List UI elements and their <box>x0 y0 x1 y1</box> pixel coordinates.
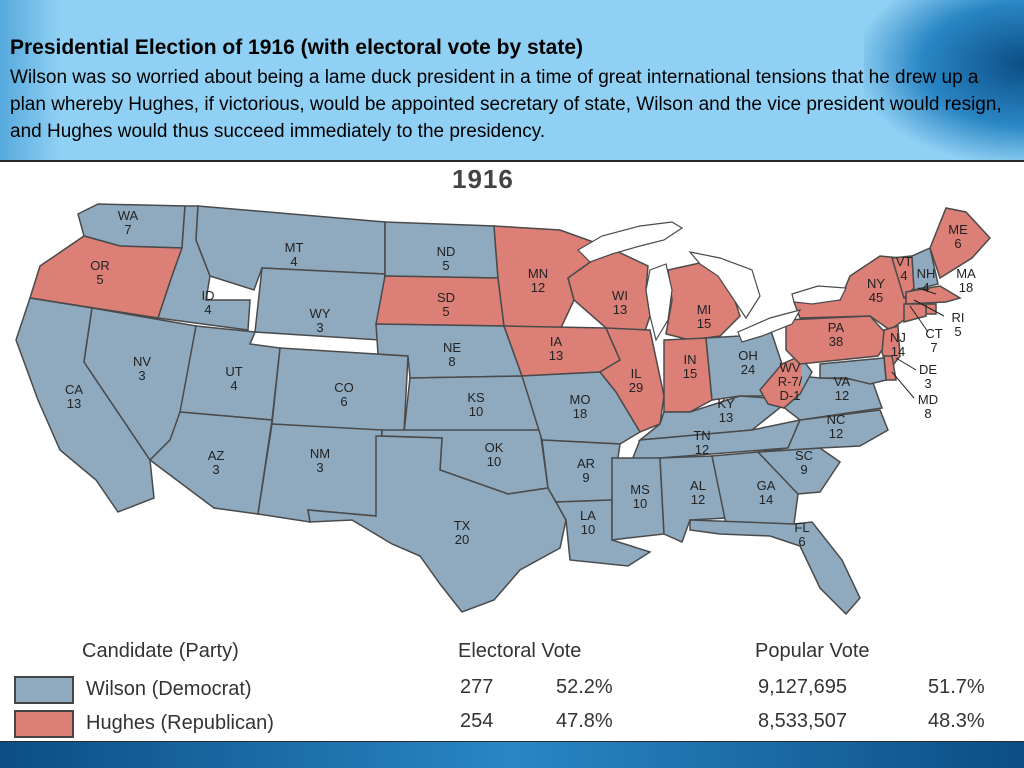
state-label-il: IL 29 <box>629 366 643 395</box>
legend-ev-pct-hughes: 47.8% <box>556 710 613 732</box>
state-in <box>663 337 713 413</box>
state-label-ia: IA 13 <box>549 334 563 363</box>
legend-pop-wilson: 9,127,695 <box>758 676 847 698</box>
state-label-co: CO 6 <box>334 380 354 409</box>
header-band <box>0 0 1024 160</box>
legend-ev-wilson: 277 <box>460 676 494 698</box>
state-label-wv: WV R-7/D-1 <box>778 360 803 403</box>
legend-pop-pct-hughes: 48.3% <box>928 710 985 732</box>
lake-superior <box>577 221 684 263</box>
legend-candidate-hughes: Hughes (Republican) <box>86 712 274 734</box>
state-label-nh: NH 4 <box>917 266 936 295</box>
state-ms <box>611 457 665 541</box>
wave-decoration-left <box>0 0 60 160</box>
state-label-in: IN 15 <box>683 352 697 381</box>
state-label-ks: KS 10 <box>467 390 485 419</box>
state-me <box>929 207 992 280</box>
legend-candidate-wilson: Wilson (Democrat) <box>86 678 252 700</box>
state-label-mn: MN 12 <box>528 266 548 295</box>
state-label-ca: CA 13 <box>65 382 83 411</box>
leader-line <box>913 299 945 317</box>
legend-pop-pct-wilson: 51.7% <box>928 676 985 698</box>
leader-line <box>891 371 915 399</box>
legend-swatch-hughes <box>14 710 74 738</box>
state-label-ar: AR 9 <box>577 456 595 485</box>
state-label-ms: MS 10 <box>630 482 650 511</box>
map-year: 1916 <box>452 164 514 194</box>
legend-header-popular: Popular Vote <box>755 640 870 662</box>
state-label-wi: WI 13 <box>612 288 628 317</box>
state-label-nc: NC 12 <box>827 412 846 441</box>
state-wv <box>759 355 813 409</box>
state-ga <box>711 451 799 525</box>
bottom-band <box>0 742 1024 768</box>
slide-title: Presidential Election of 1916 (with elec… <box>10 36 584 59</box>
state-ar <box>541 439 621 503</box>
state-label-ut: UT 4 <box>225 364 242 393</box>
legend-swatch-wilson <box>14 676 74 704</box>
state-label-ok: OK 10 <box>485 440 504 469</box>
state-label-oh: OH 24 <box>738 348 758 377</box>
state-label-ga: GA 14 <box>757 478 776 507</box>
state-label-fl: FL 6 <box>794 520 809 549</box>
state-label-nd: ND 5 <box>437 244 456 273</box>
state-label-tn: TN 12 <box>693 428 710 457</box>
leader-line <box>917 287 937 295</box>
state-label-ct: CT 7 <box>925 326 942 355</box>
state-label-id: ID 4 <box>202 288 215 317</box>
state-label-nv: NV 3 <box>133 354 151 383</box>
state-label-vt: VT 4 <box>896 254 913 283</box>
leader-line <box>895 357 917 371</box>
divider <box>0 160 1024 162</box>
state-label-ne: NE 8 <box>443 340 461 369</box>
state-label-al: AL 12 <box>690 478 706 507</box>
legend-ev-pct-wilson: 52.2% <box>556 676 613 698</box>
state-label-sd: SD 5 <box>437 290 455 319</box>
state-label-sc: SC 9 <box>795 448 813 477</box>
state-label-or: OR 5 <box>90 258 110 287</box>
lake-michigan <box>645 263 673 342</box>
slide-body-text: Wilson was so worried about being a lame… <box>10 67 1002 142</box>
legend-header-candidate: Candidate (Party) <box>82 640 239 662</box>
state-label-nm: NM 3 <box>310 446 330 475</box>
state-label-wa: WA 7 <box>118 208 139 237</box>
state-label-az: AZ 3 <box>208 448 225 477</box>
state-label-nj: NJ 14 <box>890 330 906 359</box>
state-label-ky: KY 13 <box>717 396 735 425</box>
state-label-la: LA 10 <box>580 508 596 537</box>
state-label-de: DE 3 <box>919 362 937 391</box>
lake-erie <box>737 309 802 343</box>
state-label-ri: RI 5 <box>952 310 965 339</box>
state-label-mi: MI 15 <box>697 302 711 331</box>
state-label-pa: PA 38 <box>828 320 845 349</box>
state-nh <box>911 246 939 291</box>
state-label-ma: MA 18 <box>956 266 976 295</box>
state-label-mt: MT 4 <box>285 240 304 269</box>
state-label-tx: TX 20 <box>454 518 471 547</box>
legend-ev-hughes: 254 <box>460 710 494 732</box>
state-md <box>819 357 887 385</box>
lake-ontario <box>791 285 847 305</box>
state-label-ny: NY 45 <box>867 276 885 305</box>
leader-line <box>909 305 929 333</box>
state-label-me: ME 6 <box>948 222 968 251</box>
state-ma <box>905 285 962 305</box>
state-label-md: MD 8 <box>918 392 938 421</box>
state-tx <box>307 435 567 613</box>
wave-decoration-right <box>864 0 1024 160</box>
state-label-wy: WY 3 <box>310 306 331 335</box>
legend-header-electoral: Electoral Vote <box>458 640 582 662</box>
legend-pop-hughes: 8,533,507 <box>758 710 847 732</box>
state-label-mo: MO 18 <box>570 392 591 421</box>
state-fl <box>689 519 861 616</box>
state-il <box>598 327 665 433</box>
state-label-va: VA 12 <box>834 374 851 403</box>
lake-huron <box>688 251 761 320</box>
